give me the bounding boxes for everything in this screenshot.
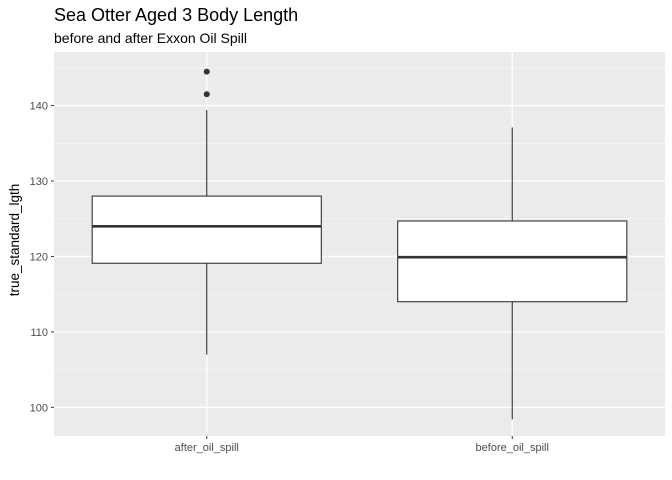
box-before_oil_spill [397,127,628,420]
boxplot-layer [91,68,628,420]
outlier-point [203,68,210,75]
y-tick-label: 100 [30,402,48,414]
chart-subtitle: before and after Exxon Oil Spill [54,30,247,46]
axes-layer: 100 110 120 130 140 after_oil_spill before_oil… [30,101,549,454]
x-tick-label: after_oil_spill [175,442,239,454]
y-tick-label: 130 [30,176,48,188]
outlier-point [203,91,210,98]
x-tick-label: before_oil_spill [476,442,549,454]
box-after_oil_spill [91,68,322,355]
y-tick-label: 110 [30,327,48,339]
chart-title: Sea Otter Aged 3 Body Length [54,5,298,25]
y-tick-label: 120 [30,251,48,263]
iqr-box [397,220,628,303]
iqr-box [91,195,322,264]
y-tick-label: 140 [30,101,48,113]
y-axis-title: true_standard_lgth [7,184,22,297]
